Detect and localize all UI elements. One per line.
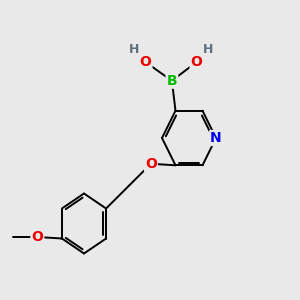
Text: O: O bbox=[145, 157, 157, 171]
Text: O: O bbox=[190, 55, 202, 69]
Text: O: O bbox=[140, 55, 152, 69]
Text: N: N bbox=[210, 131, 222, 145]
Text: B: B bbox=[167, 74, 177, 88]
Text: H: H bbox=[129, 43, 139, 56]
Text: O: O bbox=[32, 230, 43, 244]
Text: H: H bbox=[203, 43, 213, 56]
